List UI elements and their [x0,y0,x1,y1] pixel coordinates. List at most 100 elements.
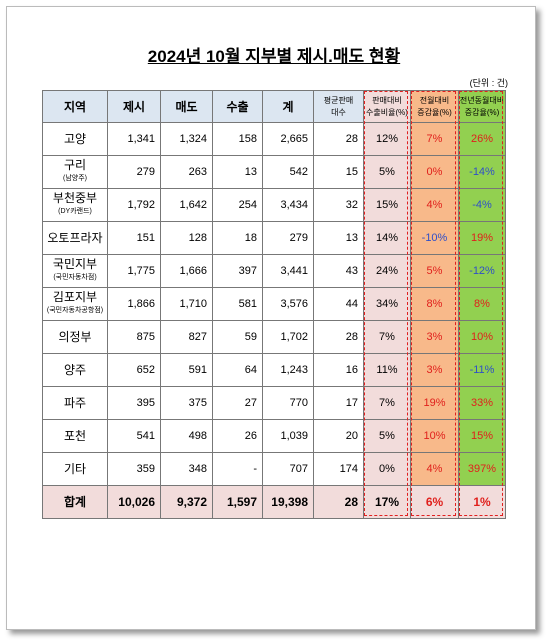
region-cell: 포천 [42,419,108,453]
column-header: 계 [262,90,314,123]
value-cell: 5% [363,155,411,189]
data-row: 오토프라자 151 128 18 279 13 14% -10% 19% [42,221,506,255]
value-cell: 28 [313,320,364,354]
value-cell: 59 [212,320,263,354]
column-header: 판매대비 수출비율(%) [363,90,411,123]
region-cell: 기타 [42,452,108,486]
column-header: 지역 [42,90,108,123]
region-cell: 고양 [42,122,108,156]
header-line: 수출비율(%) [366,107,408,117]
region-name: 양주 [63,362,87,377]
region-name: 김포지부 [52,290,98,304]
data-row: 의정부 875 827 59 1,702 28 7% 3% 10% [42,320,506,354]
column-header: 제시 [107,90,161,123]
value-cell: 707 [262,452,314,486]
region-cell: 오토프라자 [42,221,108,255]
value-cell: 14% [363,221,411,255]
header-line: 대수 [331,107,346,117]
value-cell: -11% [458,353,506,387]
value-cell: 174 [313,452,364,486]
value-cell: 32 [313,188,364,222]
value-cell: 1,341 [107,122,161,156]
value-cell: 1,666 [160,254,213,288]
value-cell: 254 [212,188,263,222]
value-cell: 3% [410,320,459,354]
data-row: 파주 395 375 27 770 17 7% 19% 33% [42,386,506,420]
data-row: 부천중부 (DY카랜드) 1,792 1,642 254 3,434 32 15% 4% -4% [42,188,506,222]
value-cell: 0% [363,452,411,486]
region-name: 기타 [63,461,87,476]
value-cell: 1,642 [160,188,213,222]
value-cell: 64 [212,353,263,387]
region-cell: 구리 (남양주) [42,155,108,189]
value-cell: 5% [363,419,411,453]
region-name: 구리 [63,158,87,172]
region-name: 고양 [63,131,87,146]
region-name: 오토프라자 [47,230,103,245]
header-line: 증감율(%) [417,107,452,117]
value-cell: 151 [107,221,161,255]
value-cell: 770 [262,386,314,420]
value-cell: 397% [458,452,506,486]
data-row: 고양 1,341 1,324 158 2,665 28 12% 7% 26% [42,122,506,156]
region-name: 국민지부 [52,257,98,271]
value-cell: 1,866 [107,287,161,321]
header-line: 제시 [122,100,146,114]
value-cell: 6% [410,485,459,519]
value-cell: 4% [410,452,459,486]
data-row: 포천 541 498 26 1,039 20 5% 10% 15% [42,419,506,453]
value-cell: 4% [410,188,459,222]
value-cell: 1,702 [262,320,314,354]
value-cell: 395 [107,386,161,420]
region-cell: 국민지부 (국민자동차점) [42,254,108,288]
value-cell: 581 [212,287,263,321]
data-table: 지역 제시 매도 수출 계 평균판매 대수 판매대비 수출비율(%) 전월대비 증감율(%) 전년동월… [42,90,506,519]
region-cell: 파주 [42,386,108,420]
value-cell: 591 [160,353,213,387]
title: 2024년 10월 지부별 제시.매도 현황 [0,42,548,67]
region-name: 포천 [63,428,87,443]
value-cell: 13 [313,221,364,255]
value-cell: 875 [107,320,161,354]
value-cell: 13 [212,155,263,189]
value-cell: 375 [160,386,213,420]
value-cell: 24% [363,254,411,288]
header-line: 계 [282,100,294,114]
value-cell: 33% [458,386,506,420]
value-cell: 43 [313,254,364,288]
data-row: 구리 (남양주) 279 263 13 542 15 5% 0% -14% [42,155,506,189]
data-row: 기타 359 348-707 174 0% 4% 397% [42,452,506,486]
value-cell: 827 [160,320,213,354]
value-cell: 17% [363,485,411,519]
region-cell: 부천중부 (DY카랜드) [42,188,108,222]
value-cell: 18 [212,221,263,255]
data-row: 김포지부 (국민자동차공항점) 1,866 1,710 581 3,576 44 34% 8% 8… [42,287,506,321]
value-cell: 1,792 [107,188,161,222]
value-cell: 542 [262,155,314,189]
region-cell: 양주 [42,353,108,387]
value-cell: 26 [212,419,263,453]
value-cell: 1,324 [160,122,213,156]
region-name: 부천중부 [52,191,98,205]
region-name: 합계 [63,494,87,509]
column-header: 평균판매 대수 [313,90,364,123]
value-cell: 7% [363,386,411,420]
title-text: 2024년 10월 지부별 제시.매도 현황 [147,47,401,66]
region-sub: (국민자동차공항점) [46,307,104,314]
value-cell: 16 [313,353,364,387]
value-cell: 158 [212,122,263,156]
value-cell: 397 [212,254,263,288]
value-cell: 7% [363,320,411,354]
value-cell: 8% [410,287,459,321]
value-cell: 2,665 [262,122,314,156]
region-sub: (남양주) [63,175,87,182]
value-cell: 279 [107,155,161,189]
header-line: 전년동월대비 [459,95,505,105]
value-cell: 498 [160,419,213,453]
header-line: 매도 [175,100,198,114]
value-cell: - [212,452,263,486]
value-cell: 10% [458,320,506,354]
value-cell: 1,597 [212,485,263,519]
value-cell: 128 [160,221,213,255]
region-sub: (DY카랜드) [58,208,92,215]
